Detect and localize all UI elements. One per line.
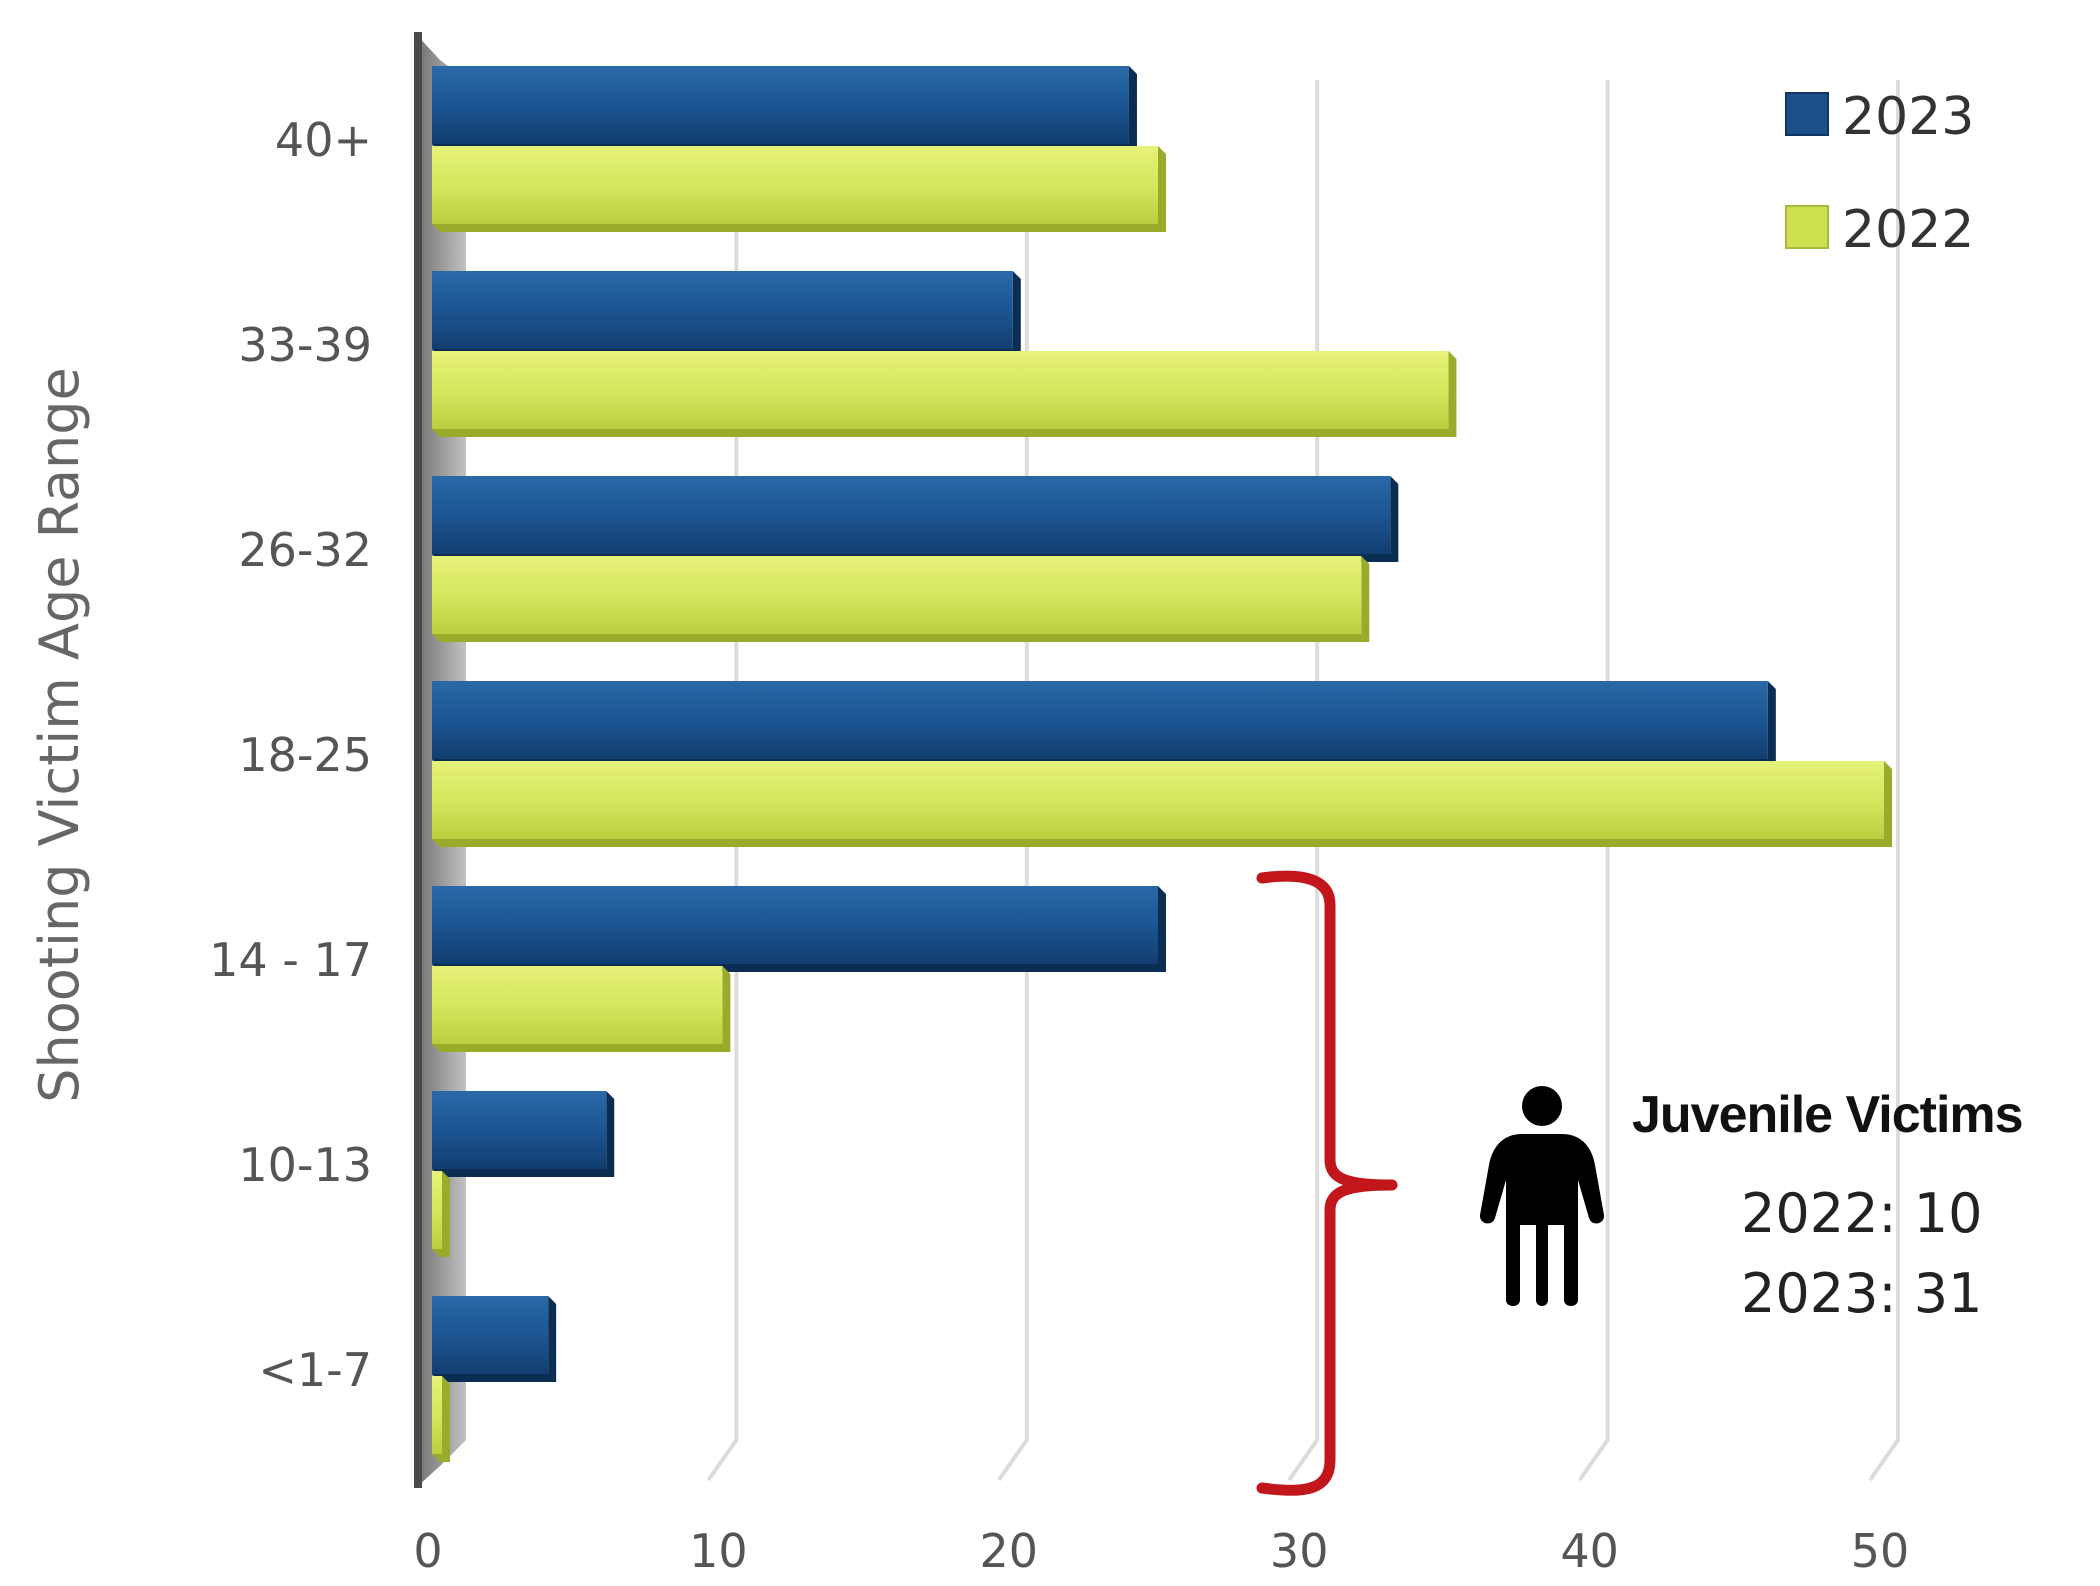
bar-2023-40+ — [432, 66, 1137, 152]
x-tick-10: 10 — [689, 1524, 748, 1578]
bar-face-2023-14 - 17 — [432, 886, 1158, 964]
bar-2022-18-25 — [432, 761, 1892, 847]
bar-face-2022-10-13 — [432, 1171, 442, 1249]
legend-label-2023: 2023 — [1842, 87, 1974, 147]
bar-face-2023-40+ — [432, 66, 1129, 144]
bar-2023-14 - 17 — [432, 886, 1166, 972]
bar-2022-14 - 17 — [432, 966, 731, 1052]
juvenile-bracket — [1256, 870, 1398, 1496]
bar-face-2022-40+ — [432, 146, 1158, 224]
bar-face-2023-18-25 — [432, 681, 1768, 759]
bar-2023-<1-7 — [432, 1296, 557, 1382]
juvenile-victims-title: Juvenile Victims — [1632, 1086, 2023, 1144]
bar-2023-33-39 — [432, 271, 1021, 357]
legend: 2023 2022 — [1785, 87, 1974, 260]
bar-face-2023-<1-7 — [432, 1296, 549, 1374]
y-axis-categories: 40+ 33-39 26-32 18-25 14 - 17 10-13 <1-7 — [209, 113, 372, 1397]
y-category-10-13: 10-13 — [238, 1138, 372, 1192]
legend-swatch-2023 — [1785, 92, 1829, 136]
bar-2022-<1-7 — [432, 1376, 450, 1462]
bars — [432, 66, 1892, 1462]
bar-face-2022-14 - 17 — [432, 966, 723, 1044]
gridline — [1868, 80, 1900, 1482]
y-category-40+: 40+ — [275, 113, 372, 167]
bar-2023-10-13 — [432, 1091, 615, 1177]
x-tick-50: 50 — [1851, 1524, 1910, 1578]
y-category-33-39: 33-39 — [238, 318, 372, 372]
bar-2022-33-39 — [432, 351, 1457, 437]
legend-label-2022: 2022 — [1842, 200, 1974, 260]
bar-2022-26-32 — [432, 556, 1370, 642]
bar-side-2022-10-13 — [432, 1171, 450, 1257]
y-category-14 - 17: 14 - 17 — [209, 933, 372, 987]
y-category-26-32: 26-32 — [238, 523, 372, 577]
bar-face-2023-33-39 — [432, 271, 1013, 349]
bar-face-2022-18-25 — [432, 761, 1884, 839]
x-tick-40: 40 — [1560, 1524, 1619, 1578]
y-axis-title: Shooting Victim Age Range — [28, 367, 91, 1103]
x-axis-ticks: 0 10 20 30 40 50 — [413, 1524, 1909, 1578]
person-icon — [1479, 1086, 1605, 1306]
juvenile-victims-2022: 2022: 10 — [1741, 1182, 1983, 1245]
x-tick-20: 20 — [980, 1524, 1039, 1578]
bar-2022-40+ — [432, 146, 1166, 232]
y-category-<1-7: <1-7 — [258, 1343, 372, 1397]
juvenile-victims-2023: 2023: 31 — [1741, 1262, 1983, 1325]
bar-side-2022-<1-7 — [432, 1376, 450, 1462]
bar-face-2022-<1-7 — [432, 1376, 442, 1454]
y-category-18-25: 18-25 — [238, 728, 372, 782]
bar-2022-10-13 — [432, 1171, 450, 1257]
bar-2023-26-32 — [432, 476, 1399, 562]
legend-swatch-2022 — [1785, 205, 1829, 249]
x-tick-0: 0 — [413, 1524, 442, 1578]
gridline — [1577, 80, 1610, 1482]
x-tick-30: 30 — [1270, 1524, 1329, 1578]
bar-face-2022-26-32 — [432, 556, 1362, 634]
bar-face-2023-26-32 — [432, 476, 1391, 554]
bar-face-2023-10-13 — [432, 1091, 607, 1169]
bar-face-2022-33-39 — [432, 351, 1449, 429]
bar-2023-18-25 — [432, 681, 1776, 767]
